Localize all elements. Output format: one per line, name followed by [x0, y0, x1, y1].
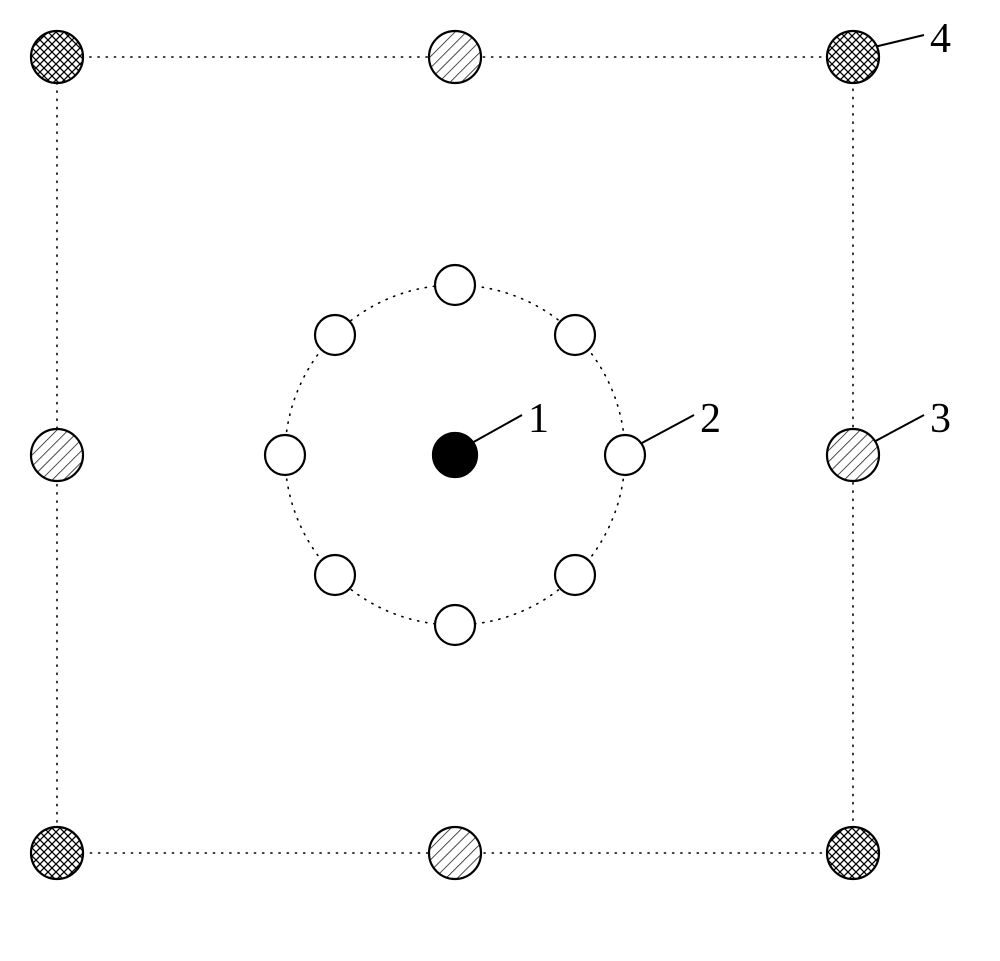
label-1: 1 [528, 398, 549, 440]
ring-node-0 [605, 435, 645, 475]
diagram-svg [0, 0, 1000, 961]
ring-node-3 [315, 315, 355, 355]
center-node [433, 433, 477, 477]
label-4: 4 [930, 18, 951, 60]
square-node-3 [31, 31, 83, 83]
ring-node-7 [555, 555, 595, 595]
square-node-7 [827, 827, 879, 879]
square-node-2 [429, 31, 481, 83]
label-3: 3 [930, 398, 951, 440]
ring-node-4 [265, 435, 305, 475]
square-node-6 [429, 827, 481, 879]
square-node-4 [31, 429, 83, 481]
ring-node-1 [555, 315, 595, 355]
ring-node-6 [435, 605, 475, 645]
square-node-0 [827, 429, 879, 481]
label-2: 2 [700, 398, 721, 440]
ring-node-5 [315, 555, 355, 595]
square-node-5 [31, 827, 83, 879]
square-node-1 [827, 31, 879, 83]
nodes-group [31, 31, 879, 879]
ring-node-2 [435, 265, 475, 305]
diagram-stage: 1 2 3 4 [0, 0, 1000, 961]
leader-lines [470, 35, 924, 444]
